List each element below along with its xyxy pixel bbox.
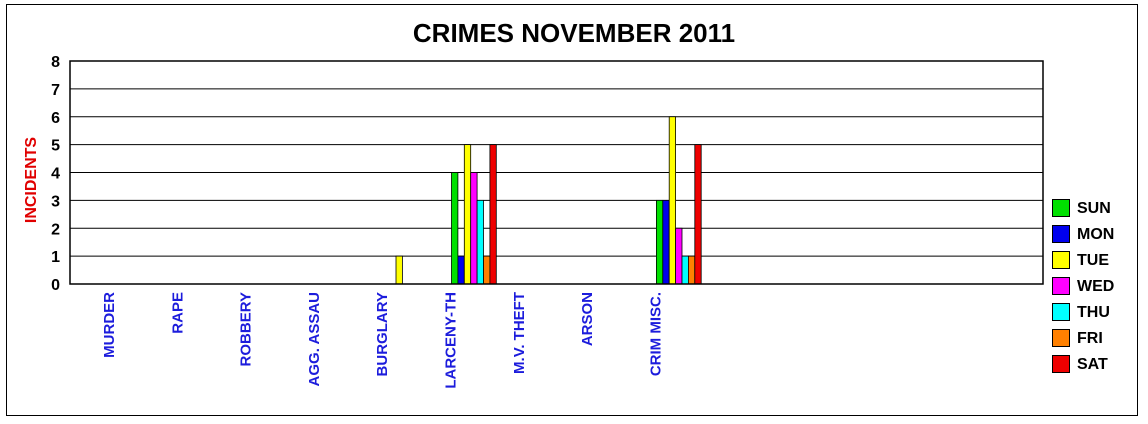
category-label: RAPE [169, 292, 186, 334]
bar-tue [395, 255, 403, 285]
legend-label: SAT [1077, 356, 1108, 373]
grid-layer [70, 60, 1043, 285]
y-tick-label: 2 [51, 221, 60, 238]
y-tick-label: 5 [51, 138, 60, 155]
bar-sun [656, 199, 664, 285]
category-label: ARSON [579, 292, 596, 346]
bar-wed [470, 172, 478, 285]
category-label: ROBBERY [238, 292, 255, 366]
y-tick-labels: 0 1 2 3 4 5 6 7 8 [51, 54, 60, 294]
bar-fri [483, 255, 491, 285]
legend-label: FRI [1077, 330, 1103, 347]
category-label: M.V. THEFT [511, 292, 528, 374]
legend-swatch [1052, 225, 1070, 243]
legend-swatch [1052, 329, 1070, 347]
legend-swatch [1052, 199, 1070, 217]
legend-label: WED [1077, 278, 1115, 295]
bar-fri [688, 255, 696, 285]
category-label: AGG. ASSAU [306, 292, 323, 386]
legend-swatch [1052, 277, 1070, 295]
y-tick-label: 4 [51, 166, 60, 183]
y-tick-label: 6 [51, 110, 60, 127]
legend-label: SUN [1077, 200, 1111, 217]
bar-sat [489, 144, 497, 285]
category-label: MURDER [101, 292, 118, 358]
category-label: CRIM MISC. [647, 292, 664, 376]
bar-sat [694, 144, 702, 285]
y-tick-label: 7 [51, 82, 60, 99]
legend-label: MON [1077, 226, 1115, 243]
bar-mon [662, 199, 670, 285]
bar-tue [668, 116, 677, 285]
bar-tue [463, 144, 472, 285]
legend-swatch [1052, 355, 1070, 373]
y-tick-label: 1 [51, 249, 60, 266]
bar-sun [451, 172, 459, 285]
bar-mon [457, 255, 465, 285]
bar-wed [675, 227, 683, 285]
legend-swatch [1052, 303, 1070, 321]
chart-title: CRIMES NOVEMBER 2011 [412, 18, 736, 48]
y-tick-label: 3 [51, 193, 60, 210]
bar-thu [476, 199, 484, 285]
category-label: BURGLARY [374, 292, 391, 376]
legend-label: TUE [1077, 252, 1109, 269]
legend-swatch [1052, 251, 1070, 269]
y-tick-label: 0 [51, 277, 60, 294]
legend-label: THU [1077, 304, 1110, 321]
y-tick-label: 8 [51, 54, 60, 71]
plot-border [69, 60, 1044, 285]
category-label: LARCENY-TH [443, 292, 460, 389]
chart-frame [6, 4, 1138, 416]
category-labels: MURDER RAPE ROBBERY AGG. ASSAU BURGLARY LARCE… [101, 292, 664, 389]
bar-thu [681, 255, 689, 285]
